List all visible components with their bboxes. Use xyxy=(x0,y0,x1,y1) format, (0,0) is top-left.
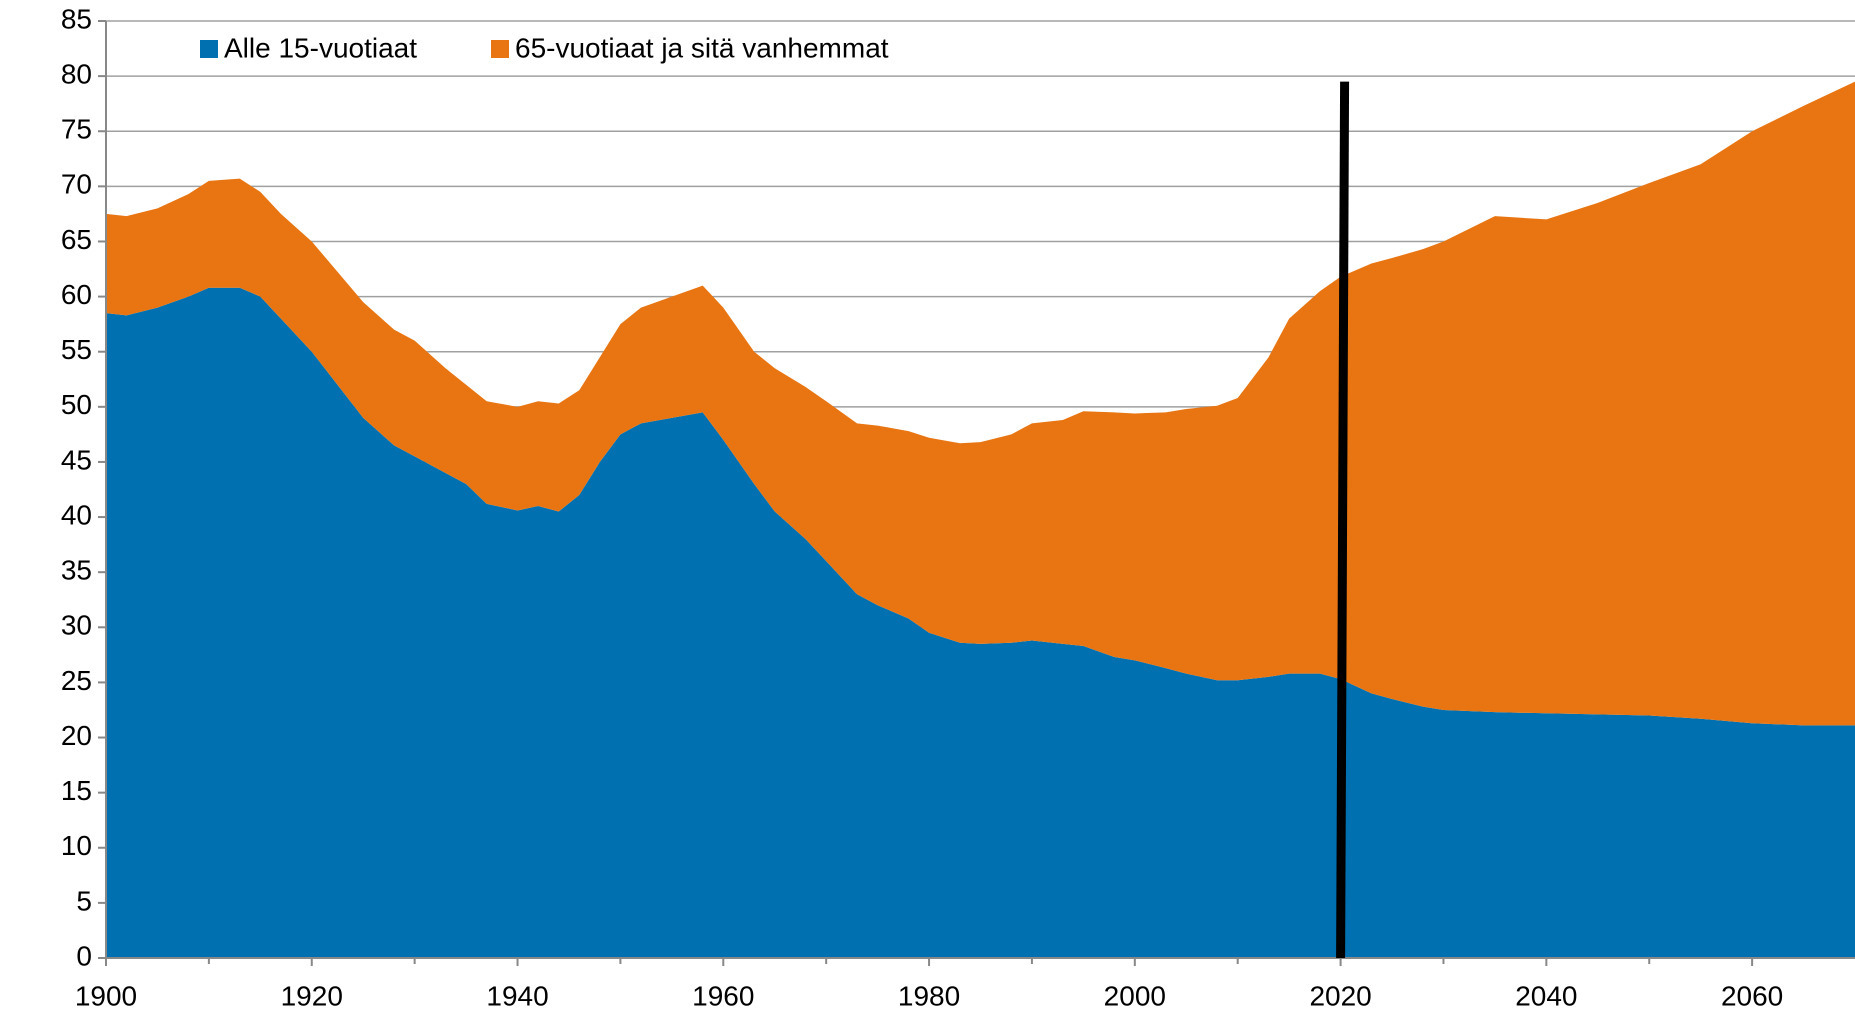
y-tick-label: 15 xyxy=(61,775,92,806)
y-tick-label: 0 xyxy=(76,940,92,971)
y-tick-label: 5 xyxy=(76,885,92,916)
y-tick-label: 30 xyxy=(61,610,92,641)
y-tick-label: 85 xyxy=(61,3,92,34)
y-tick-label: 40 xyxy=(61,499,92,530)
area xyxy=(106,81,1855,726)
x-tick-label: 2040 xyxy=(1515,980,1577,1011)
x-tick-label: 1980 xyxy=(898,980,960,1011)
x-tick-label: 1940 xyxy=(486,980,548,1011)
y-tick-label: 65 xyxy=(61,224,92,255)
y-tick-label: 50 xyxy=(61,389,92,420)
x-tick-label: 1920 xyxy=(281,980,343,1011)
y-tick-label: 10 xyxy=(61,830,92,861)
area xyxy=(106,287,1855,958)
y-tick-label: 45 xyxy=(61,444,92,475)
legend-swatch xyxy=(200,40,218,58)
legend-swatch xyxy=(491,40,510,58)
y-tick-label: 70 xyxy=(61,169,92,200)
x-tick-label: 1900 xyxy=(75,980,137,1011)
x-tick-label: 2020 xyxy=(1309,980,1371,1011)
divider xyxy=(1336,81,1350,959)
y-tick-label: 35 xyxy=(61,555,92,586)
y-tick-label: 80 xyxy=(61,59,92,90)
y-tick-label: 75 xyxy=(61,114,92,145)
legend-label: 65-vuotiaat ja sitä vanhemmat xyxy=(515,32,889,63)
y-tick-label: 55 xyxy=(61,334,92,365)
y-tick-label: 25 xyxy=(61,665,92,696)
y-tick-label: 20 xyxy=(61,720,92,751)
x-tick-label: 2060 xyxy=(1721,980,1783,1011)
x-tick-label: 1960 xyxy=(692,980,754,1011)
x-tick-label: 2000 xyxy=(1104,980,1166,1011)
y-tick-label: 60 xyxy=(61,279,92,310)
legend-label: Alle 15-vuotiaat xyxy=(224,32,417,63)
